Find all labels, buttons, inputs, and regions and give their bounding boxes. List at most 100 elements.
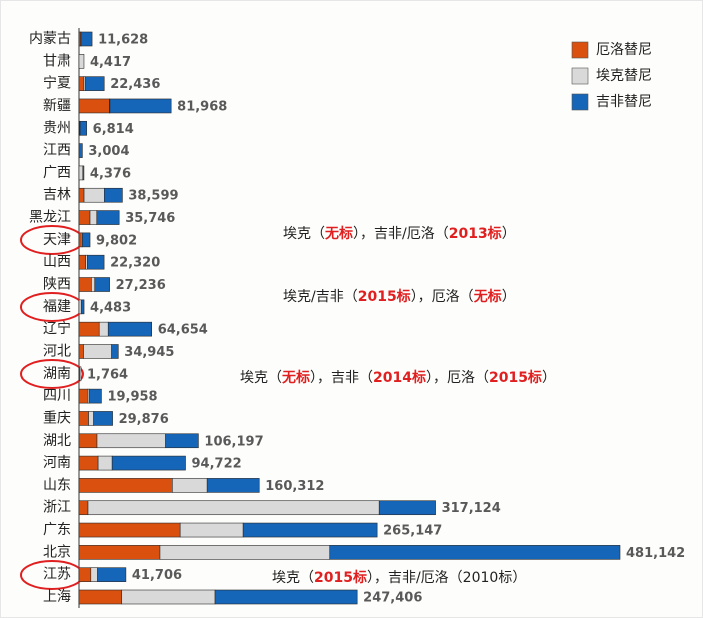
- bar-segment: [179, 522, 244, 538]
- legend-swatch: [571, 41, 589, 59]
- bar-segment: [78, 98, 110, 114]
- bar-segment: [78, 54, 85, 69]
- category-label: 湖南: [43, 366, 71, 382]
- bar-segment: [98, 321, 109, 337]
- bar-segment: [87, 500, 380, 516]
- category-label: 广东: [43, 522, 71, 538]
- total-label: 22,436: [110, 77, 160, 92]
- total-label: 29,876: [119, 412, 169, 427]
- bar-segment: [82, 232, 91, 248]
- total-label: 34,945: [124, 345, 174, 360]
- annotation-part: 2013标: [449, 225, 502, 242]
- bar-segment: [78, 76, 84, 91]
- bar-segment: [78, 433, 98, 449]
- annotation-part: 2015标: [314, 569, 367, 586]
- total-label: 106,197: [204, 434, 263, 449]
- bar-segment: [78, 545, 161, 560]
- total-label: 94,722: [192, 457, 242, 472]
- bar-segment: [78, 143, 83, 158]
- category-label: 山东: [43, 477, 71, 493]
- bar-segment: [172, 478, 208, 493]
- total-label: 247,406: [363, 591, 422, 606]
- bar-segment: [87, 254, 105, 270]
- total-label: 64,654: [158, 323, 208, 338]
- bar-segment: [89, 210, 98, 225]
- bar-segment: [96, 210, 120, 225]
- bar-segment: [79, 120, 87, 136]
- bar-segment: [242, 522, 378, 538]
- bar-segment: [80, 31, 93, 47]
- annotation-part: 2015标: [489, 369, 542, 386]
- annotation-part: ），厄洛（: [426, 370, 489, 386]
- legend-swatch: [571, 93, 589, 111]
- bar-segment: [97, 567, 127, 582]
- bar-segment: [214, 589, 358, 605]
- category-label: 江苏: [43, 567, 71, 583]
- total-label: 1,764: [87, 367, 128, 382]
- total-label: 38,599: [128, 189, 178, 204]
- bar-segment: [78, 277, 92, 292]
- total-label: 4,376: [90, 166, 131, 181]
- total-label: 160,312: [265, 479, 324, 494]
- bar-segment: [78, 254, 87, 270]
- bar-segment: [111, 455, 186, 471]
- bar-segment: [80, 299, 85, 315]
- bar-segment: [88, 411, 94, 426]
- annotation-part: ），吉非/厄洛（2010标）: [367, 570, 526, 586]
- annotation-part: 无标: [473, 288, 502, 305]
- category-label: 新疆: [43, 98, 71, 114]
- bar-segment: [78, 478, 173, 493]
- bar-segment: [78, 455, 99, 471]
- annotation: 埃克（无标），吉非/厄洛（2013标）: [283, 225, 516, 242]
- annotation-part: ），吉非（: [310, 370, 373, 386]
- total-label: 265,147: [383, 524, 442, 539]
- category-label: 河北: [43, 343, 71, 359]
- bar-segment: [78, 500, 89, 516]
- total-label: 81,968: [177, 99, 227, 114]
- bar-segment: [83, 187, 105, 203]
- bar-segment: [83, 344, 112, 359]
- annotation-part: 2015标: [358, 288, 411, 305]
- bar-segment: [78, 299, 82, 315]
- category-label: 江西: [43, 143, 71, 159]
- legend-label: 埃克替尼: [596, 68, 652, 84]
- category-label: 天津: [43, 232, 71, 248]
- total-label: 481,142: [626, 546, 685, 561]
- bar-segment: [111, 344, 119, 359]
- total-label: 11,628: [98, 33, 148, 48]
- bar-segment: [107, 321, 152, 337]
- bar-segment: [78, 567, 92, 582]
- annotation-part: 埃克（: [283, 226, 325, 242]
- annotation-part: 埃克（: [240, 370, 282, 386]
- bar-segment: [78, 165, 84, 181]
- total-label: 9,802: [96, 233, 137, 248]
- legend-label: 厄洛替尼: [596, 42, 652, 58]
- category-label: 山西: [43, 254, 71, 270]
- annotation-part: 无标: [281, 369, 310, 386]
- category-label: 内蒙古: [29, 31, 71, 47]
- category-label: 宁夏: [43, 75, 71, 92]
- category-label: 广西: [43, 165, 71, 181]
- total-label: 27,236: [116, 278, 166, 293]
- annotation-part: ）: [502, 226, 516, 242]
- total-label: 19,958: [107, 390, 157, 405]
- category-label: 甘肃: [43, 53, 71, 69]
- category-label: 湖北: [43, 433, 71, 449]
- bar-segment: [121, 589, 216, 605]
- annotation-part: ），吉非/厄洛（: [353, 226, 449, 242]
- category-label: 重庆: [43, 410, 71, 426]
- bar-segment: [78, 344, 84, 359]
- bar-segment: [159, 545, 331, 560]
- bar-segment: [109, 98, 172, 114]
- bar-segment: [94, 277, 110, 292]
- bar-segment: [82, 165, 85, 181]
- total-label: 35,746: [125, 211, 175, 226]
- bar-segment: [78, 411, 89, 426]
- annotation-part: ），厄洛（: [411, 289, 474, 305]
- annotation-part: 无标: [324, 225, 353, 242]
- bar-segment: [90, 567, 98, 582]
- bar-segment: [329, 545, 621, 560]
- annotation-part: ）: [502, 289, 516, 305]
- total-label: 3,004: [88, 144, 129, 159]
- bar-segment: [84, 76, 105, 91]
